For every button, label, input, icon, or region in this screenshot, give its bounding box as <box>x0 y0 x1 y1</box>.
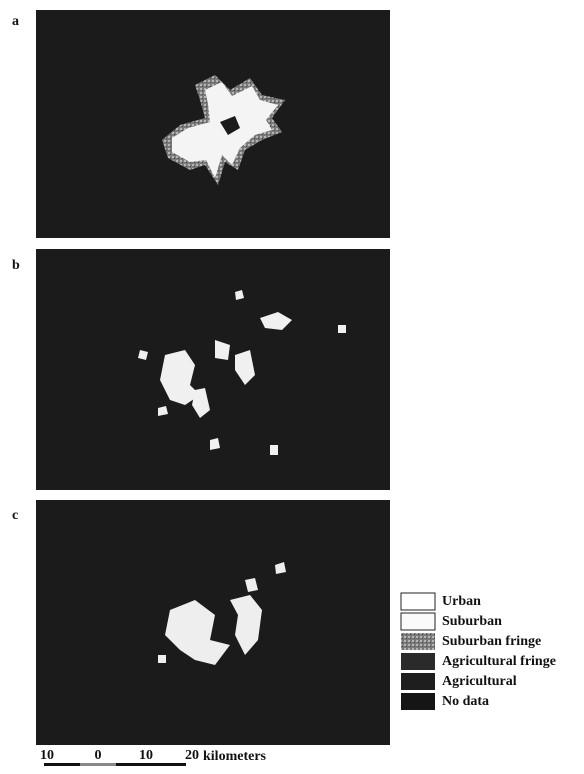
legend-swatch <box>401 653 435 670</box>
scale-tick-label: 20 <box>185 748 199 763</box>
legend-label: Agricultural <box>442 674 517 689</box>
panel-label: a <box>12 14 19 29</box>
legend-label: Suburban <box>442 614 502 629</box>
legend-swatch <box>401 673 435 690</box>
legend-label: Urban <box>442 594 481 609</box>
scale-tick-label: 10 <box>139 748 153 763</box>
legend-swatch <box>401 613 435 630</box>
panel-label: b <box>12 258 20 273</box>
scale-bar: 10 0 10 20 kilometers <box>40 748 267 766</box>
legend: Urban Suburban Suburban fringe Agricultu… <box>401 593 556 710</box>
panel-label: c <box>12 508 18 523</box>
legend-swatch <box>401 633 435 650</box>
legend-label: Suburban fringe <box>442 634 541 649</box>
figure: a b c Urban Suburban <box>0 0 584 774</box>
scale-unit: kilometers <box>203 749 267 764</box>
legend-swatch <box>401 593 435 610</box>
scale-tick-label: 0 <box>95 748 102 763</box>
legend-label: No data <box>442 694 489 709</box>
scale-tick-label: 10 <box>40 748 54 763</box>
map-panel <box>36 249 390 490</box>
legend-label: Agricultural fringe <box>442 654 556 669</box>
legend-swatch <box>401 693 435 710</box>
